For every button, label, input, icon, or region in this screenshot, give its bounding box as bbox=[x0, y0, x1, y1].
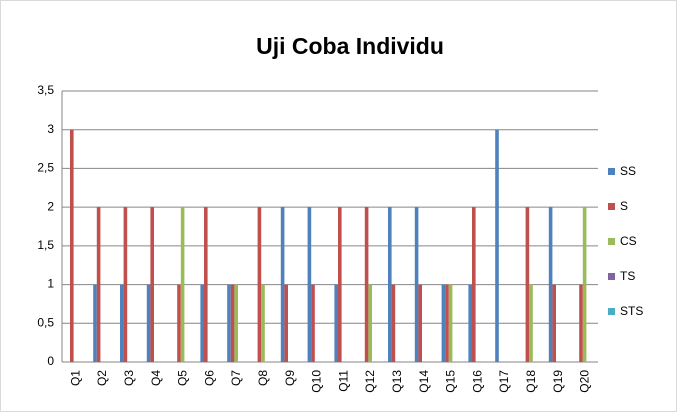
bar bbox=[257, 207, 262, 362]
bar bbox=[280, 207, 285, 362]
x-tick-label: Q12 bbox=[363, 370, 377, 393]
legend-swatch bbox=[608, 273, 615, 280]
chart-title: Uji Coba Individu bbox=[256, 33, 444, 59]
bar bbox=[70, 129, 74, 362]
x-tick-label: Q2 bbox=[95, 370, 109, 386]
x-tick-label: Q4 bbox=[149, 370, 163, 386]
bar bbox=[448, 284, 453, 362]
x-tick-label: Q17 bbox=[497, 370, 511, 393]
y-tick-label: 2,5 bbox=[37, 161, 54, 175]
bar bbox=[338, 207, 342, 362]
legend-swatch bbox=[608, 308, 615, 315]
bar bbox=[552, 284, 556, 362]
bar bbox=[468, 284, 472, 362]
bar bbox=[418, 284, 422, 362]
bar bbox=[120, 284, 124, 362]
bar bbox=[529, 284, 533, 362]
x-tick-label: Q15 bbox=[444, 370, 458, 393]
bar bbox=[93, 284, 97, 362]
bar bbox=[227, 284, 231, 362]
x-tick-label: Q20 bbox=[578, 370, 592, 393]
legend-label: TS bbox=[620, 269, 635, 283]
bar bbox=[180, 207, 185, 362]
bar bbox=[495, 129, 499, 362]
y-tick-label: 0 bbox=[47, 354, 54, 368]
x-tick-label: Q7 bbox=[229, 370, 243, 386]
x-tick-label: Q18 bbox=[524, 370, 538, 393]
legend-label: STS bbox=[620, 304, 643, 318]
legend-label: S bbox=[620, 199, 628, 213]
bar bbox=[146, 284, 151, 362]
x-tick-label: Q3 bbox=[122, 370, 136, 386]
legend-swatch bbox=[608, 168, 615, 175]
bar bbox=[368, 284, 372, 362]
bar bbox=[364, 207, 369, 362]
x-tick-label: Q14 bbox=[417, 370, 431, 393]
x-tick-label: Q5 bbox=[176, 370, 190, 386]
x-tick-label: Q16 bbox=[470, 370, 484, 393]
x-tick-label: Q9 bbox=[283, 370, 297, 386]
bar bbox=[150, 207, 154, 362]
bar bbox=[123, 207, 128, 362]
bar bbox=[284, 284, 288, 362]
bar bbox=[391, 284, 396, 362]
bar bbox=[388, 207, 392, 362]
bar bbox=[445, 284, 449, 362]
bar bbox=[311, 284, 315, 362]
y-tick-label: 0,5 bbox=[37, 315, 54, 329]
legend-swatch bbox=[608, 203, 615, 210]
bar bbox=[234, 284, 238, 362]
x-tick-label: Q1 bbox=[68, 370, 82, 386]
legend-label: SS bbox=[620, 164, 636, 178]
x-tick-label: Q8 bbox=[256, 370, 270, 386]
bar bbox=[334, 284, 338, 362]
bar bbox=[548, 207, 553, 362]
x-tick-label: Q10 bbox=[310, 370, 324, 393]
bar bbox=[204, 207, 208, 362]
bar bbox=[472, 207, 476, 362]
y-tick-label: 1,5 bbox=[37, 238, 54, 252]
y-tick-label: 3 bbox=[47, 122, 54, 136]
bar bbox=[177, 284, 181, 362]
x-tick-label: Q6 bbox=[202, 370, 216, 386]
y-tick-label: 3,5 bbox=[37, 83, 54, 97]
bar bbox=[230, 284, 235, 362]
legend-swatch bbox=[608, 238, 615, 245]
bar bbox=[96, 207, 101, 362]
bar bbox=[579, 284, 583, 362]
bar bbox=[525, 207, 530, 362]
legend-label: CS bbox=[620, 234, 637, 248]
bar bbox=[200, 284, 204, 362]
bar bbox=[582, 207, 587, 362]
y-tick-label: 1 bbox=[47, 277, 54, 291]
x-tick-label: Q11 bbox=[336, 370, 350, 392]
bar bbox=[307, 207, 312, 362]
x-tick-label: Q13 bbox=[390, 370, 404, 393]
bar bbox=[441, 284, 446, 362]
y-tick-label: 2 bbox=[47, 199, 54, 213]
x-tick-label: Q19 bbox=[551, 370, 565, 393]
bar bbox=[261, 284, 265, 362]
bar bbox=[414, 207, 419, 362]
